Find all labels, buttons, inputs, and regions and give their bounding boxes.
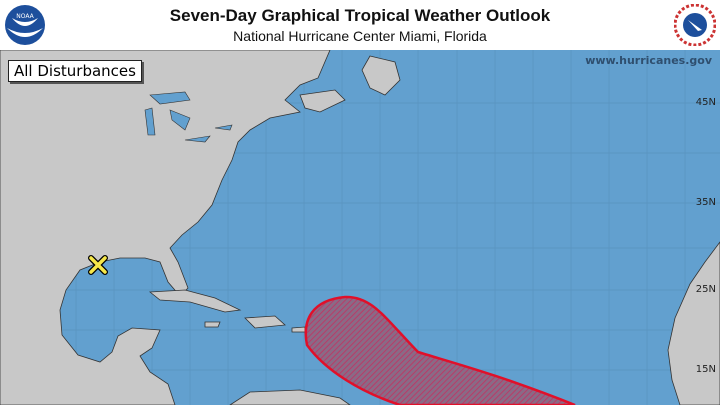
lat-label-15n: 15N	[695, 364, 716, 375]
noaa-logo-icon: NOAA	[5, 5, 45, 45]
north-america	[0, 50, 331, 405]
land	[0, 50, 720, 405]
jamaica	[204, 321, 221, 328]
outlook-map	[0, 50, 720, 405]
svg-text:NOAA: NOAA	[16, 13, 34, 20]
cuba	[148, 289, 242, 313]
puerto-rico	[291, 326, 306, 333]
south-america	[229, 389, 351, 405]
page-subtitle: National Hurricane Center Miami, Florida	[233, 28, 487, 44]
header: NOAA Seven-Day Graphical Tropical Weathe…	[0, 0, 720, 50]
great-lakes	[144, 91, 233, 143]
panel-label: All Disturbances	[8, 60, 142, 82]
africa	[667, 241, 720, 405]
x-marker-icon[interactable]	[88, 255, 108, 275]
outlook-area-hatched[interactable]	[304, 295, 576, 405]
lat-label-45n: 45N	[695, 97, 716, 108]
newfoundland	[361, 55, 401, 96]
page-title: Seven-Day Graphical Tropical Weather Out…	[169, 6, 551, 25]
lat-label-35n: 35N	[695, 197, 716, 208]
nova-scotia	[299, 89, 346, 113]
lat-label-25n: 25N	[695, 284, 716, 295]
nws-logo-icon	[674, 4, 716, 46]
hispaniola	[244, 315, 286, 329]
website-label: www.hurricanes.gov	[585, 54, 712, 67]
